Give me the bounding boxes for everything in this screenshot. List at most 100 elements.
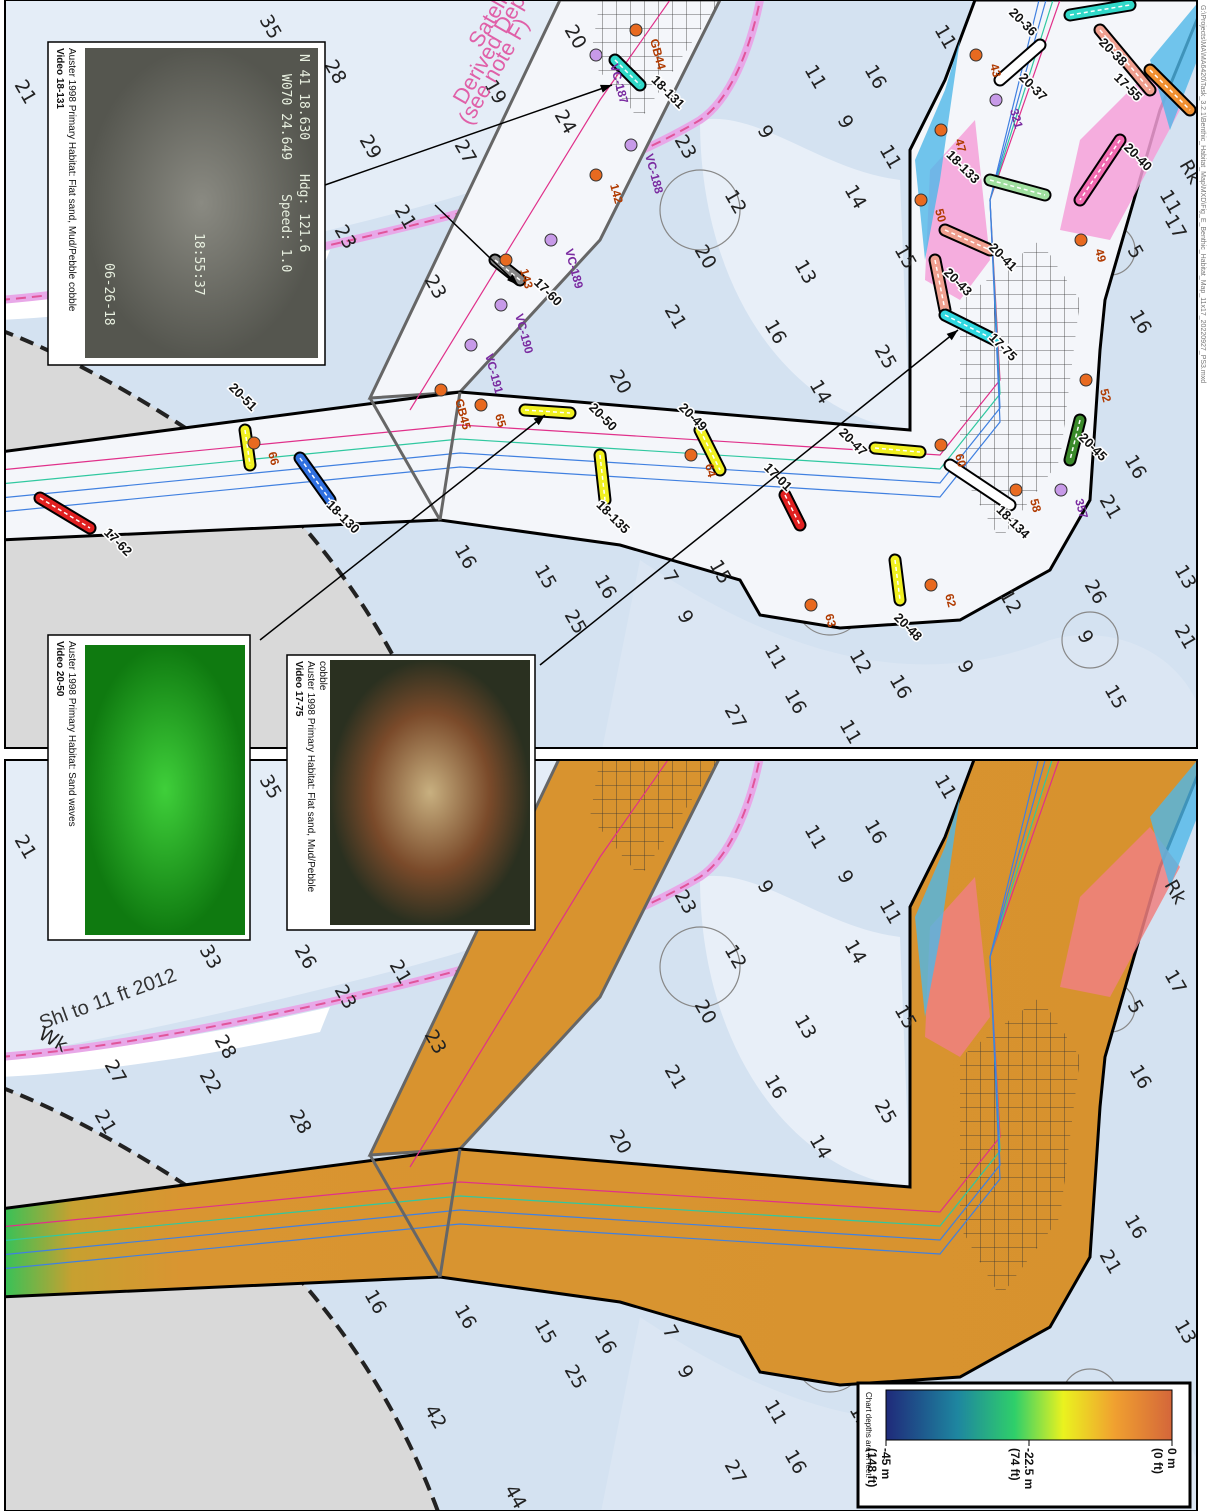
- station-label: 60: [952, 452, 969, 469]
- transect-track: [699, 429, 721, 471]
- transect-track: [874, 447, 921, 453]
- transect-track: [494, 259, 521, 281]
- legend-label: -22.5 m: [1022, 1448, 1036, 1489]
- channel: [5, 760, 1197, 1387]
- file-path: G:\Projects\MA\MA6420\Task_3.2.1\Benthic…: [1199, 5, 1206, 383]
- inset-title: Video 17-75: [293, 661, 304, 717]
- habitat-cobble: [915, 797, 960, 1017]
- grab-station: [924, 578, 938, 592]
- inset-caption: Auster 1998 Primary Habitat: Flat sand, …: [305, 661, 316, 893]
- grab-station: [1079, 373, 1093, 387]
- channel-line: [5, 0, 1040, 513]
- grab-station: [1074, 233, 1088, 247]
- grab-station: [969, 48, 983, 62]
- channel-line: [409, 0, 671, 411]
- transect-track: [999, 44, 1041, 81]
- vibracore-station: [464, 338, 478, 352]
- transect-track: [989, 179, 1046, 196]
- leader-line: [259, 414, 546, 641]
- station-label: 58: [1027, 497, 1044, 514]
- channel-line: [409, 760, 669, 1168]
- transect-track: [944, 229, 991, 251]
- station-label: 321: [1007, 107, 1026, 130]
- transect-track: [614, 59, 641, 86]
- channel-line: [5, 0, 1061, 471]
- station-label: 47: [952, 137, 969, 154]
- channel-line: [5, 760, 1060, 1228]
- inset-caption: cobble: [317, 661, 328, 691]
- grab-station: [934, 438, 948, 452]
- vibracore-station: [589, 48, 603, 62]
- transect: [890, 555, 905, 605]
- grab-station: [804, 598, 818, 612]
- station-label: 50: [932, 207, 949, 224]
- inset-photo: [330, 660, 530, 925]
- station-label: 64: [702, 462, 719, 479]
- habitat-hatch: [590, 0, 720, 120]
- channel-line: [5, 760, 1039, 1270]
- depth-contour: [1061, 611, 1119, 669]
- segment-line: [438, 1148, 462, 1278]
- inset-title: Video 20-50: [54, 641, 65, 697]
- transect-track: [944, 314, 996, 341]
- habitat-cobble: [1150, 760, 1197, 887]
- inset-photo: [85, 48, 318, 358]
- habitat-hard: [1060, 70, 1180, 240]
- transect-track: [949, 464, 1011, 506]
- legend-label: (148 ft): [865, 1448, 879, 1487]
- panel-frame: [4, 759, 1198, 1511]
- video-overlay: 06-26-18: [101, 263, 116, 326]
- vibracore-station: [624, 138, 638, 152]
- transect: [1065, 415, 1085, 465]
- transect-track: [1149, 69, 1191, 111]
- leader-line: [539, 329, 959, 666]
- transect-track: [299, 457, 331, 501]
- habitat-cobble: [915, 40, 960, 260]
- inset-caption: Auster 1998 Primary Habitat: Flat sand, …: [66, 48, 77, 312]
- panel-base: 3522282129192024232721232311161199111412…: [5, 0, 1197, 748]
- grab-station: [914, 193, 928, 207]
- depth-contour: [659, 169, 741, 251]
- transect-track: [599, 454, 606, 501]
- segment-line: [438, 391, 462, 521]
- habitat-hatch: [590, 760, 718, 877]
- transect-track: [1079, 139, 1121, 201]
- video-overlay: 18:55:37: [191, 233, 206, 296]
- legend-label: 0 m: [1165, 1448, 1179, 1469]
- vibracore-station: [494, 298, 508, 312]
- panel-frame: [4, 0, 1198, 749]
- shoal: [602, 560, 1197, 748]
- channel-line: [5, 0, 1054, 485]
- grab-station: [934, 123, 948, 137]
- inset-caption: Auster 1998 Primary Habitat: Sand waves: [66, 641, 77, 827]
- inset-photo: [85, 645, 245, 935]
- station-label: 65: [492, 412, 509, 429]
- station-label: 52: [1097, 387, 1114, 404]
- legend-label: -45 m: [879, 1448, 893, 1479]
- transect-track: [39, 497, 91, 529]
- station-label: 62: [942, 592, 959, 609]
- channel-line: [5, 760, 1053, 1242]
- transect-track: [784, 494, 801, 526]
- transect-track: [524, 409, 571, 414]
- shoal: [700, 118, 910, 430]
- shallow: [5, 1007, 330, 1077]
- legend-label: (0 ft): [1151, 1448, 1165, 1474]
- transect-track: [244, 429, 251, 466]
- habitat-hatch: [960, 997, 1080, 1297]
- habitat-hatch: [960, 240, 1080, 540]
- depth-contour: [659, 926, 741, 1008]
- vibracore-station: [989, 93, 1003, 107]
- grab-station: [499, 253, 513, 267]
- station-label: 142: [607, 182, 626, 205]
- transect-track: [934, 259, 946, 311]
- segment-line: [368, 397, 442, 521]
- station-label: 49: [1092, 247, 1109, 264]
- limit-line: [5, 1086, 440, 1511]
- station-label: 66: [265, 450, 282, 467]
- video-overlay: Hdg: 121.6: [296, 174, 311, 252]
- station-label: 43: [987, 62, 1004, 79]
- legend-label: (74 ft): [1008, 1448, 1022, 1481]
- leader-arrow: [600, 84, 612, 93]
